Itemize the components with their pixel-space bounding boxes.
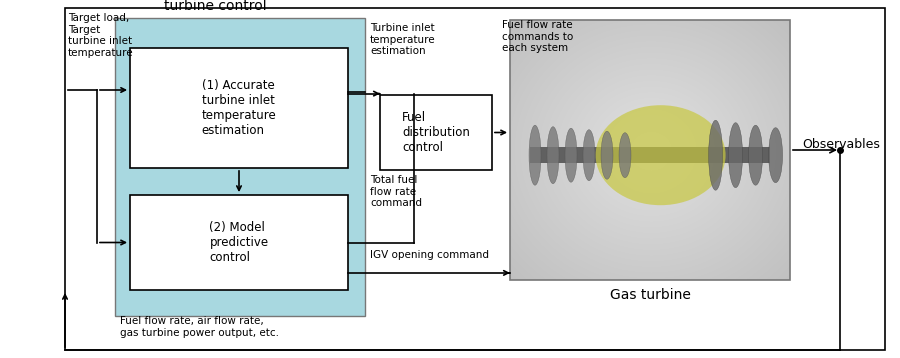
Ellipse shape (565, 128, 577, 182)
Text: Fuel flow rate
commands to
each system: Fuel flow rate commands to each system (502, 20, 573, 53)
Text: Target load,
Target
turbine inlet
temperature: Target load, Target turbine inlet temper… (68, 13, 133, 58)
Bar (530, 147, 770, 163)
Ellipse shape (529, 125, 541, 185)
Ellipse shape (769, 128, 783, 183)
Bar (380, 95, 492, 170)
Text: Observables: Observables (802, 138, 880, 151)
Text: Total fuel
flow rate
command: Total fuel flow rate command (370, 175, 422, 208)
Text: Next-generation gas
turbine control: Next-generation gas turbine control (164, 0, 306, 13)
Text: Gas turbine: Gas turbine (609, 288, 690, 302)
Text: IGV opening command: IGV opening command (370, 251, 489, 261)
Ellipse shape (708, 120, 723, 190)
Text: Fuel flow rate, air flow rate,
gas turbine power output, etc.: Fuel flow rate, air flow rate, gas turbi… (120, 316, 279, 338)
Bar (130, 195, 348, 290)
Ellipse shape (596, 105, 725, 205)
Text: Turbine inlet
temperature
estimation: Turbine inlet temperature estimation (370, 23, 436, 56)
Bar (130, 48, 348, 168)
Bar (115, 18, 365, 316)
Bar (510, 20, 790, 280)
Ellipse shape (729, 123, 742, 188)
Text: (1) Accurate
turbine inlet
temperature
estimation: (1) Accurate turbine inlet temperature e… (202, 79, 276, 137)
Ellipse shape (547, 127, 559, 184)
Text: (2) Model
predictive
control: (2) Model predictive control (210, 221, 268, 264)
Ellipse shape (749, 125, 762, 185)
Text: Fuel
distribution
control: Fuel distribution control (402, 111, 470, 154)
Ellipse shape (583, 130, 595, 181)
Ellipse shape (619, 133, 631, 178)
Ellipse shape (601, 131, 613, 179)
